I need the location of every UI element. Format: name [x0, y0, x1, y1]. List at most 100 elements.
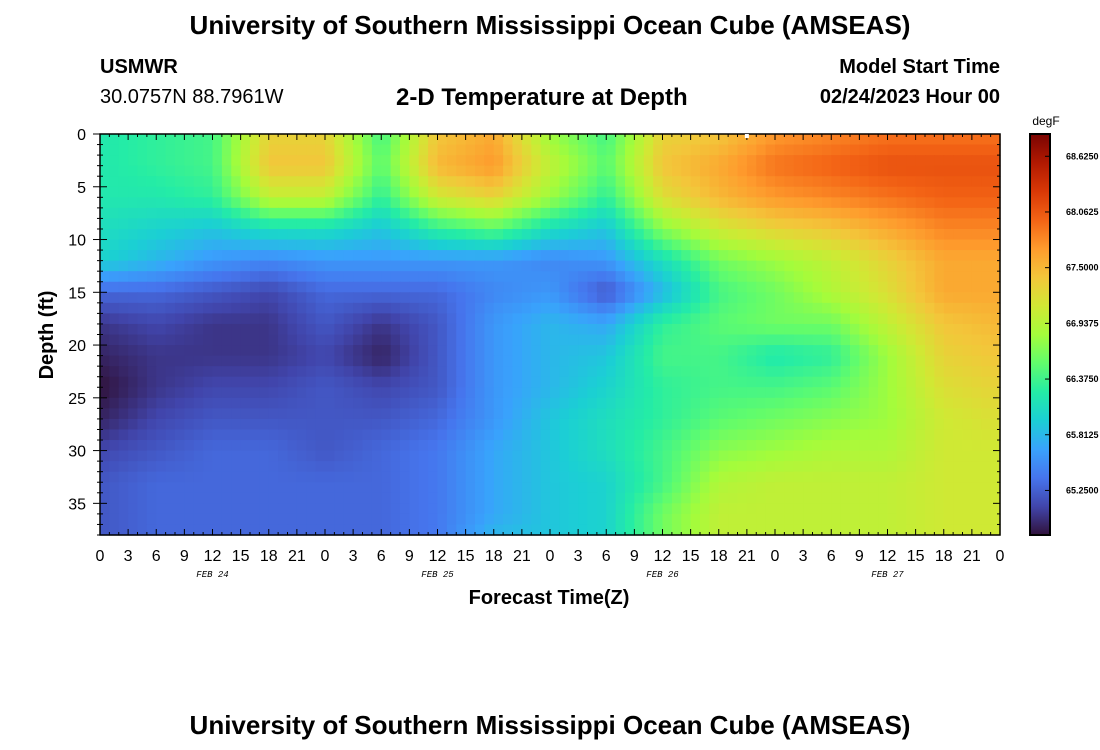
- heatmap-cell: [362, 186, 373, 198]
- heatmap-cell: [409, 408, 420, 420]
- heatmap-cell: [962, 144, 973, 156]
- heatmap-cell: [446, 376, 457, 388]
- heatmap-cell: [315, 513, 326, 526]
- heatmap-cell: [821, 503, 832, 515]
- heatmap-cell: [662, 144, 673, 156]
- heatmap-cell: [615, 513, 626, 526]
- heatmap-cell: [915, 292, 926, 304]
- heatmap-cell: [165, 440, 176, 452]
- heatmap-cell: [456, 503, 467, 515]
- heatmap-cell: [409, 218, 420, 230]
- heatmap-cell: [887, 302, 898, 314]
- heatmap-cell: [728, 134, 739, 146]
- heatmap-cell: [503, 334, 514, 346]
- heatmap-cell: [100, 186, 110, 198]
- heatmap-cell: [418, 281, 429, 293]
- heatmap-cell: [662, 345, 673, 357]
- heatmap-cell: [343, 155, 354, 167]
- heatmap-cell: [662, 366, 673, 378]
- heatmap-cell: [906, 397, 917, 409]
- heatmap-cell: [596, 387, 607, 399]
- heatmap-cell: [559, 197, 570, 209]
- heatmap-cell: [400, 281, 410, 293]
- heatmap-cell: [625, 492, 635, 504]
- heatmap-cell: [662, 482, 673, 494]
- heatmap-cell: [840, 165, 851, 177]
- heatmap-cell: [840, 134, 851, 146]
- y-tick-label: 25: [68, 391, 86, 408]
- heatmap-cell: [400, 376, 410, 388]
- heatmap-cell: [493, 197, 504, 209]
- heatmap-cell: [231, 207, 242, 220]
- heatmap-cell: [184, 408, 195, 420]
- heatmap-cell: [287, 144, 298, 156]
- heatmap-cell: [400, 302, 410, 314]
- heatmap-cell: [709, 429, 720, 441]
- heatmap-cell: [596, 313, 607, 325]
- heatmap-cell: [653, 334, 664, 346]
- heatmap-cell: [400, 366, 410, 378]
- heatmap-cell: [559, 176, 570, 188]
- heatmap-cell: [165, 461, 176, 473]
- heatmap-cell: [409, 450, 420, 462]
- heatmap-cell: [625, 471, 635, 483]
- heatmap-cell: [315, 482, 326, 494]
- heatmap-cell: [643, 271, 654, 283]
- heatmap-cell: [212, 376, 223, 388]
- heatmap-cell: [803, 302, 814, 314]
- heatmap-cell: [625, 450, 635, 462]
- heatmap-cell: [400, 492, 410, 504]
- heatmap-cell: [596, 461, 607, 473]
- heatmap-cell: [456, 197, 467, 209]
- heatmap-cell: [925, 366, 935, 378]
- heatmap-cell: [765, 250, 776, 262]
- heatmap-cell: [521, 260, 532, 272]
- heatmap-cell: [550, 366, 560, 378]
- heatmap-cell: [653, 471, 664, 483]
- heatmap-cell: [521, 461, 532, 473]
- heatmap-cell: [193, 239, 204, 251]
- heatmap-cell: [156, 176, 167, 188]
- heatmap-cell: [634, 492, 645, 504]
- heatmap-cell: [943, 429, 954, 441]
- heatmap-cell: [259, 366, 270, 378]
- heatmap-cell: [428, 366, 439, 378]
- heatmap-cell: [625, 186, 635, 198]
- heatmap-cell: [793, 186, 804, 198]
- heatmap-cell: [671, 524, 682, 536]
- heatmap-cell: [165, 513, 176, 526]
- heatmap-cell: [559, 155, 570, 167]
- heatmap-cell: [615, 334, 626, 346]
- heatmap-cell: [296, 345, 307, 357]
- heatmap-cell: [831, 281, 842, 293]
- heatmap-cell: [175, 323, 185, 336]
- heatmap-cell: [484, 334, 495, 346]
- heatmap-cell: [203, 513, 214, 526]
- heatmap-cell: [653, 281, 664, 293]
- heatmap-cell: [531, 492, 542, 504]
- heatmap-cell: [315, 408, 326, 420]
- heatmap-cell: [437, 418, 448, 431]
- heatmap-cell: [625, 418, 635, 431]
- heatmap-cell: [268, 176, 279, 188]
- heatmap-cell: [128, 134, 139, 146]
- heatmap-cell: [765, 482, 776, 494]
- heatmap-cell: [465, 260, 476, 272]
- heatmap-cell: [521, 471, 532, 483]
- x-tick-label: 3: [124, 548, 133, 565]
- heatmap-cell: [221, 260, 232, 272]
- heatmap-cell: [296, 366, 307, 378]
- heatmap-cell: [306, 323, 317, 336]
- heatmap-cell: [287, 186, 298, 198]
- heatmap-cell: [193, 313, 204, 325]
- heatmap-cell: [821, 313, 832, 325]
- heatmap-cell: [212, 418, 223, 431]
- heatmap-cell: [343, 366, 354, 378]
- heatmap-cell: [287, 281, 298, 293]
- heatmap-cell: [334, 345, 345, 357]
- heatmap-cell: [653, 155, 664, 167]
- heatmap-cell: [446, 418, 457, 431]
- heatmap-cell: [268, 155, 279, 167]
- heatmap-cell: [484, 471, 495, 483]
- heatmap-cell: [737, 155, 748, 167]
